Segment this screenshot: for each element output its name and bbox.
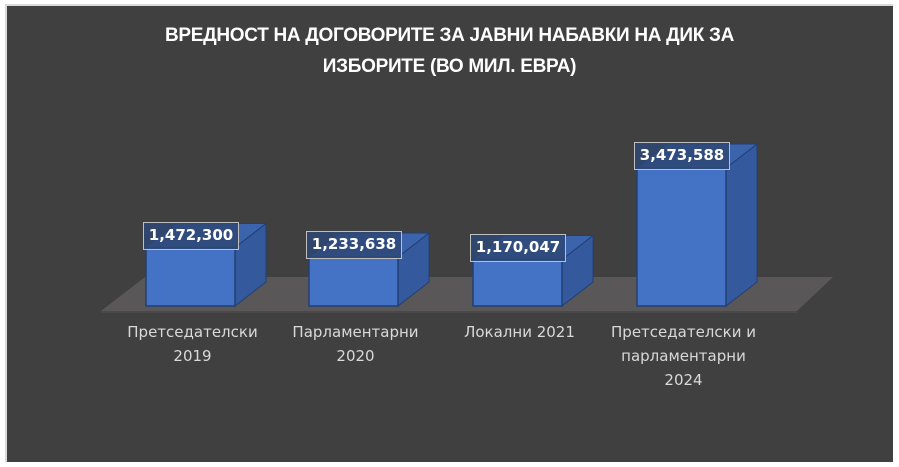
category-label: Локални 2021 — [445, 320, 595, 344]
category-label-line: Претседателски — [127, 323, 258, 341]
category-label-line: Парламентарни — [292, 323, 419, 341]
data-label: 3,473,588 — [634, 142, 730, 170]
chart-title-line-2: ИЗБОРИТЕ (ВО МИЛ. ЕВРА) — [322, 56, 577, 77]
data-label: 1,170,047 — [470, 233, 566, 262]
category-label-line: 2020 — [336, 347, 375, 365]
chart-floor-edge — [101, 311, 797, 313]
category-label: Претседателски 2019 — [118, 320, 268, 368]
chart-title: ВРЕДНОСТ НА ДОГОВОРИТЕ ЗА ЈАВНИ НАБАВКИ … — [0, 20, 899, 82]
category-label-line: Локални 2021 — [464, 323, 575, 341]
category-label: Претседателски и парламентарни 2024 — [609, 320, 759, 392]
category-label-line: парламентарни — [621, 347, 746, 365]
data-label: 1,472,300 — [143, 221, 239, 250]
category-label-line: 2019 — [173, 347, 212, 365]
category-label-line: Претседателски и — [611, 323, 756, 341]
category-label-line: 2024 — [664, 371, 703, 389]
data-label: 1,233,638 — [306, 230, 402, 259]
category-label: Парламентарни 2020 — [281, 320, 431, 368]
chart-title-line-1: ВРЕДНОСТ НА ДОГОВОРИТЕ ЗА ЈАВНИ НАБАВКИ … — [164, 25, 735, 46]
